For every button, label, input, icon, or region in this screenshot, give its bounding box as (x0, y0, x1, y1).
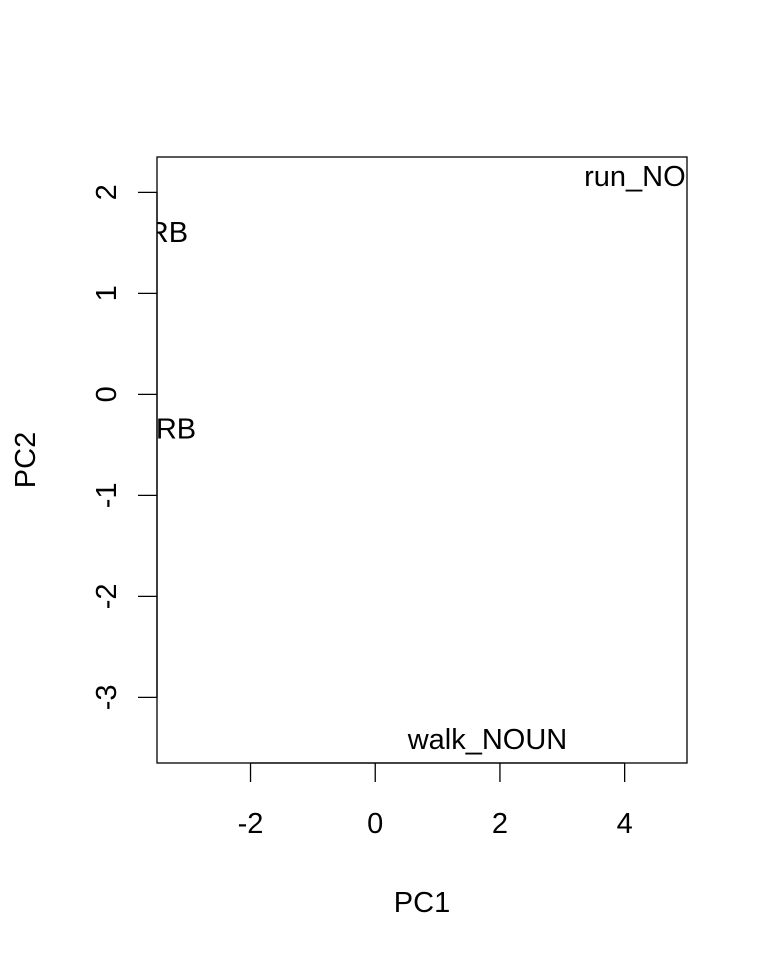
point-label: walk_NOUN (407, 724, 568, 756)
plot-frame (156, 156, 688, 764)
y-axis-label: PC2 (10, 432, 42, 488)
x-axis-label: PC1 (394, 887, 450, 919)
x-axis: -2 0 2 4 (238, 762, 633, 840)
y-axis: -3 -2 -1 0 1 2 (91, 184, 158, 710)
point-label: run_VERB (51, 217, 188, 249)
x-tick-label: 2 (492, 808, 508, 840)
y-tick-label: 1 (91, 285, 123, 301)
point-label: walk_VERB (42, 414, 196, 446)
y-tick-label: 0 (91, 386, 123, 402)
y-tick-label: -2 (91, 583, 123, 609)
y-tick-label: -1 (91, 482, 123, 508)
y-tick-label: -3 (91, 684, 123, 710)
x-tick-label: -2 (238, 808, 264, 840)
x-tick-label: 0 (367, 808, 383, 840)
point-labels: run_NOUN run_VERB walk_VERB walk_NOUN (42, 161, 727, 756)
y-tick-label: 2 (91, 184, 123, 200)
point-label: run_NOUN (584, 161, 727, 193)
x-tick-label: 4 (617, 808, 633, 840)
